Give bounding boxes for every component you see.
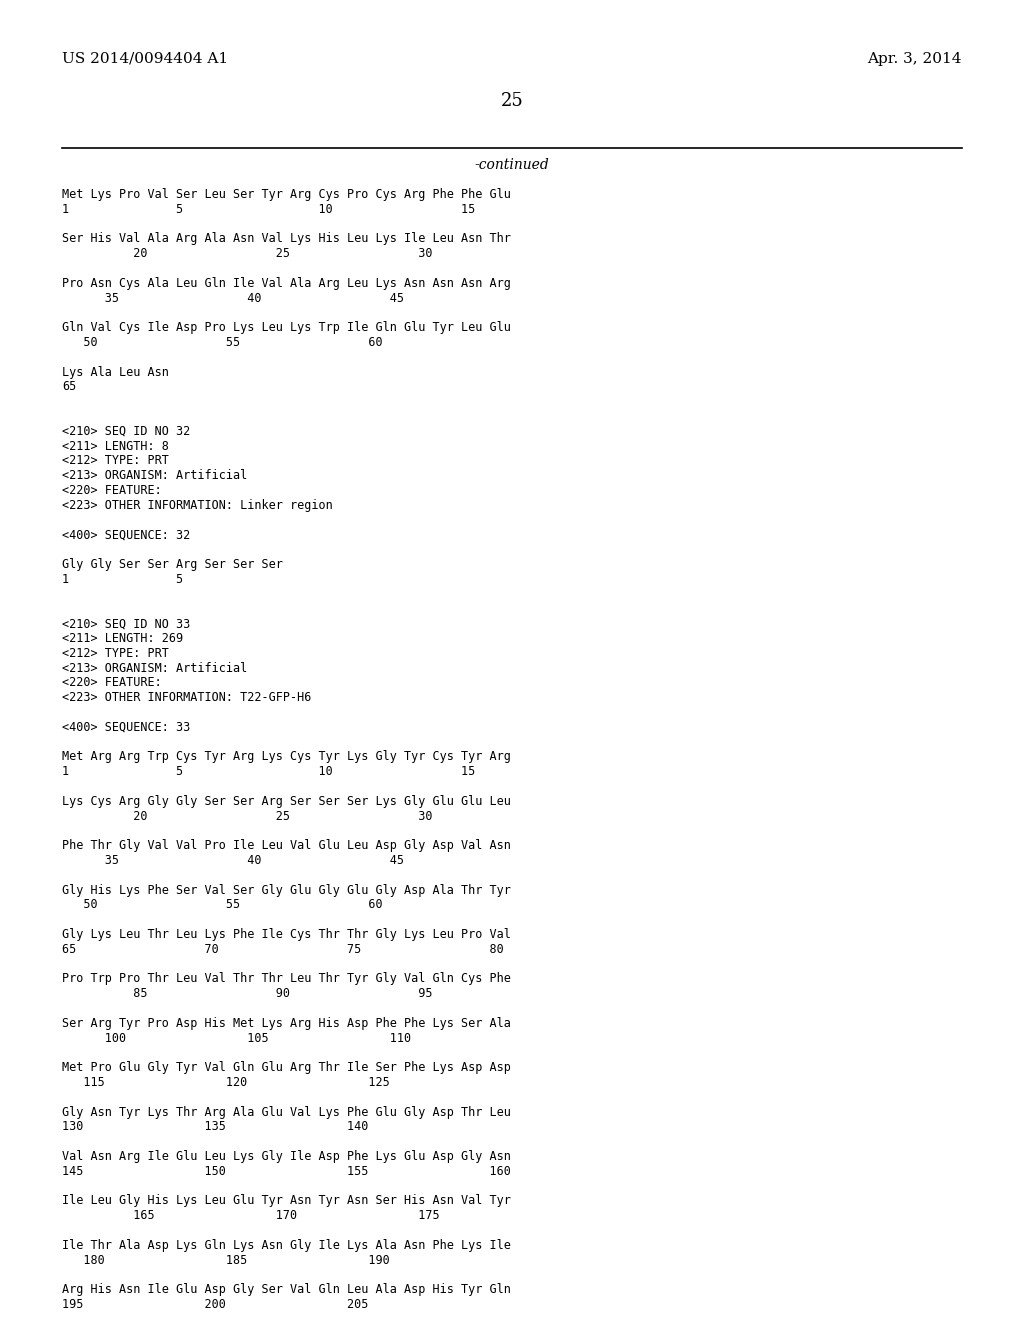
- Text: <210> SEQ ID NO 33: <210> SEQ ID NO 33: [62, 618, 190, 630]
- Text: Met Arg Arg Trp Cys Tyr Arg Lys Cys Tyr Lys Gly Tyr Cys Tyr Arg: Met Arg Arg Trp Cys Tyr Arg Lys Cys Tyr …: [62, 750, 511, 763]
- Text: <213> ORGANISM: Artificial: <213> ORGANISM: Artificial: [62, 469, 247, 482]
- Text: 50                  55                  60: 50 55 60: [62, 899, 383, 911]
- Text: 1               5                   10                  15: 1 5 10 15: [62, 766, 475, 779]
- Text: <220> FEATURE:: <220> FEATURE:: [62, 484, 162, 498]
- Text: Pro Asn Cys Ala Leu Gln Ile Val Ala Arg Leu Lys Asn Asn Asn Arg: Pro Asn Cys Ala Leu Gln Ile Val Ala Arg …: [62, 277, 511, 290]
- Text: Phe Thr Gly Val Val Pro Ile Leu Val Glu Leu Asp Gly Asp Val Asn: Phe Thr Gly Val Val Pro Ile Leu Val Glu …: [62, 840, 511, 853]
- Text: <211> LENGTH: 8: <211> LENGTH: 8: [62, 440, 169, 453]
- Text: Gln Val Cys Ile Asp Pro Lys Leu Lys Trp Ile Gln Glu Tyr Leu Glu: Gln Val Cys Ile Asp Pro Lys Leu Lys Trp …: [62, 321, 511, 334]
- Text: Val Asn Arg Ile Glu Leu Lys Gly Ile Asp Phe Lys Glu Asp Gly Asn: Val Asn Arg Ile Glu Leu Lys Gly Ile Asp …: [62, 1150, 511, 1163]
- Text: Gly Asn Tyr Lys Thr Arg Ala Glu Val Lys Phe Glu Gly Asp Thr Leu: Gly Asn Tyr Lys Thr Arg Ala Glu Val Lys …: [62, 1106, 511, 1118]
- Text: 145                 150                 155                 160: 145 150 155 160: [62, 1164, 511, 1177]
- Text: 65: 65: [62, 380, 76, 393]
- Text: 130                 135                 140: 130 135 140: [62, 1121, 369, 1134]
- Text: Pro Trp Pro Thr Leu Val Thr Thr Leu Thr Tyr Gly Val Gln Cys Phe: Pro Trp Pro Thr Leu Val Thr Thr Leu Thr …: [62, 973, 511, 986]
- Text: 115                 120                 125: 115 120 125: [62, 1076, 390, 1089]
- Text: <220> FEATURE:: <220> FEATURE:: [62, 676, 162, 689]
- Text: 1               5: 1 5: [62, 573, 183, 586]
- Text: 35                  40                  45: 35 40 45: [62, 854, 404, 867]
- Text: US 2014/0094404 A1: US 2014/0094404 A1: [62, 51, 228, 66]
- Text: <212> TYPE: PRT: <212> TYPE: PRT: [62, 647, 169, 660]
- Text: <210> SEQ ID NO 32: <210> SEQ ID NO 32: [62, 425, 190, 438]
- Text: 165                 170                 175: 165 170 175: [62, 1209, 439, 1222]
- Text: Met Lys Pro Val Ser Leu Ser Tyr Arg Cys Pro Cys Arg Phe Phe Glu: Met Lys Pro Val Ser Leu Ser Tyr Arg Cys …: [62, 187, 511, 201]
- Text: <211> LENGTH: 269: <211> LENGTH: 269: [62, 632, 183, 645]
- Text: 195                 200                 205: 195 200 205: [62, 1298, 369, 1311]
- Text: Gly Lys Leu Thr Leu Lys Phe Ile Cys Thr Thr Gly Lys Leu Pro Val: Gly Lys Leu Thr Leu Lys Phe Ile Cys Thr …: [62, 928, 511, 941]
- Text: Lys Ala Leu Asn: Lys Ala Leu Asn: [62, 366, 169, 379]
- Text: Gly Gly Ser Ser Arg Ser Ser Ser: Gly Gly Ser Ser Arg Ser Ser Ser: [62, 558, 283, 572]
- Text: Ser His Val Ala Arg Ala Asn Val Lys His Leu Lys Ile Leu Asn Thr: Ser His Val Ala Arg Ala Asn Val Lys His …: [62, 232, 511, 246]
- Text: 85                  90                  95: 85 90 95: [62, 987, 432, 1001]
- Text: 100                 105                 110: 100 105 110: [62, 1032, 411, 1044]
- Text: 35                  40                  45: 35 40 45: [62, 292, 404, 305]
- Text: Ser Arg Tyr Pro Asp His Met Lys Arg His Asp Phe Phe Lys Ser Ala: Ser Arg Tyr Pro Asp His Met Lys Arg His …: [62, 1016, 511, 1030]
- Text: Ile Thr Ala Asp Lys Gln Lys Asn Gly Ile Lys Ala Asn Phe Lys Ile: Ile Thr Ala Asp Lys Gln Lys Asn Gly Ile …: [62, 1238, 511, 1251]
- Text: 25: 25: [501, 92, 523, 110]
- Text: Arg His Asn Ile Glu Asp Gly Ser Val Gln Leu Ala Asp His Tyr Gln: Arg His Asn Ile Glu Asp Gly Ser Val Gln …: [62, 1283, 511, 1296]
- Text: 20                  25                  30: 20 25 30: [62, 247, 432, 260]
- Text: <400> SEQUENCE: 32: <400> SEQUENCE: 32: [62, 528, 190, 541]
- Text: Ile Leu Gly His Lys Leu Glu Tyr Asn Tyr Asn Ser His Asn Val Tyr: Ile Leu Gly His Lys Leu Glu Tyr Asn Tyr …: [62, 1195, 511, 1208]
- Text: -continued: -continued: [475, 158, 549, 172]
- Text: 180                 185                 190: 180 185 190: [62, 1254, 390, 1267]
- Text: Lys Cys Arg Gly Gly Ser Ser Arg Ser Ser Ser Lys Gly Glu Glu Leu: Lys Cys Arg Gly Gly Ser Ser Arg Ser Ser …: [62, 795, 511, 808]
- Text: Apr. 3, 2014: Apr. 3, 2014: [867, 51, 962, 66]
- Text: Met Pro Glu Gly Tyr Val Gln Glu Arg Thr Ile Ser Phe Lys Asp Asp: Met Pro Glu Gly Tyr Val Gln Glu Arg Thr …: [62, 1061, 511, 1074]
- Text: 65                  70                  75                  80: 65 70 75 80: [62, 942, 504, 956]
- Text: 1               5                   10                  15: 1 5 10 15: [62, 203, 475, 215]
- Text: 50                  55                  60: 50 55 60: [62, 337, 383, 348]
- Text: Gly His Lys Phe Ser Val Ser Gly Glu Gly Glu Gly Asp Ala Thr Tyr: Gly His Lys Phe Ser Val Ser Gly Glu Gly …: [62, 883, 511, 896]
- Text: <400> SEQUENCE: 33: <400> SEQUENCE: 33: [62, 721, 190, 734]
- Text: <212> TYPE: PRT: <212> TYPE: PRT: [62, 454, 169, 467]
- Text: <223> OTHER INFORMATION: T22-GFP-H6: <223> OTHER INFORMATION: T22-GFP-H6: [62, 692, 311, 704]
- Text: 20                  25                  30: 20 25 30: [62, 809, 432, 822]
- Text: <213> ORGANISM: Artificial: <213> ORGANISM: Artificial: [62, 661, 247, 675]
- Text: <223> OTHER INFORMATION: Linker region: <223> OTHER INFORMATION: Linker region: [62, 499, 333, 512]
